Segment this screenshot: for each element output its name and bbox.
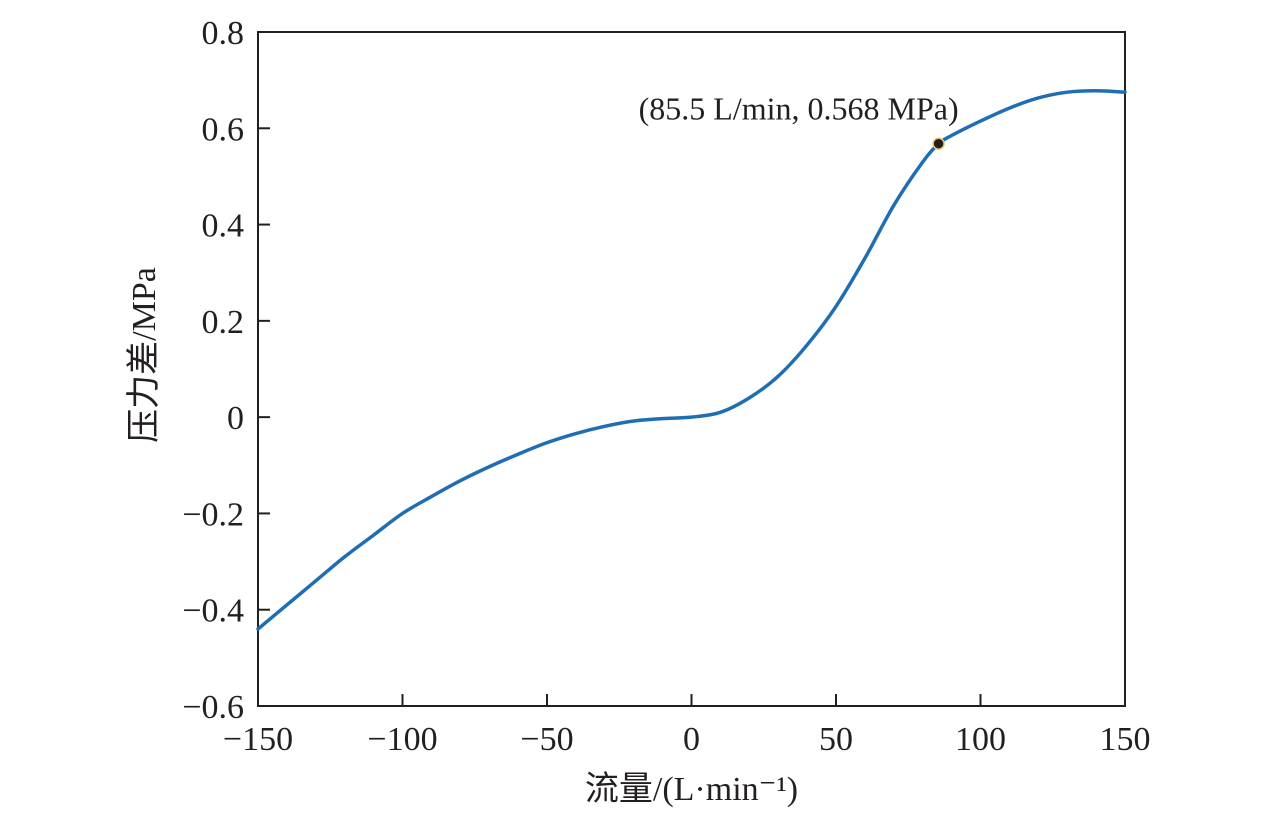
annotation-layer: (85.5 L/min, 0.568 MPa) [639, 91, 959, 150]
x-tick-label: 150 [1100, 721, 1151, 758]
series-layer [256, 88, 1127, 631]
annotation-label: (85.5 L/min, 0.568 MPa) [639, 91, 959, 127]
series-line [256, 88, 1127, 631]
x-axis-title: 流量/(L·min⁻¹) [585, 770, 798, 808]
y-tick-label: −0.6 [182, 689, 244, 726]
plot-frame [257, 31, 1126, 707]
y-tick-label: −0.2 [182, 496, 244, 533]
y-tick-label: 0.4 [202, 208, 245, 245]
y-tick-label: 0.2 [202, 304, 245, 341]
y-tick-label: 0 [227, 400, 244, 437]
x-tick-label: −50 [520, 721, 573, 758]
x-tick-label: 50 [819, 721, 853, 758]
y-axis-title: 压力差/MPa [125, 267, 163, 443]
x-axis-ticks: −150 −100 −50 0 50 100 150 [223, 694, 1151, 758]
x-tick-label: 100 [955, 721, 1006, 758]
x-tick-label: −100 [367, 721, 437, 758]
annotation-point [932, 137, 945, 150]
y-tick-label: 0.8 [202, 15, 245, 52]
x-tick-label: −150 [223, 721, 293, 758]
y-axis-ticks: −0.6 −0.4 −0.2 0 0.2 0.4 0.6 0.8 [182, 15, 270, 726]
y-tick-label: 0.6 [202, 111, 245, 148]
x-tick-label: 0 [683, 721, 700, 758]
y-tick-label: −0.4 [182, 593, 244, 630]
